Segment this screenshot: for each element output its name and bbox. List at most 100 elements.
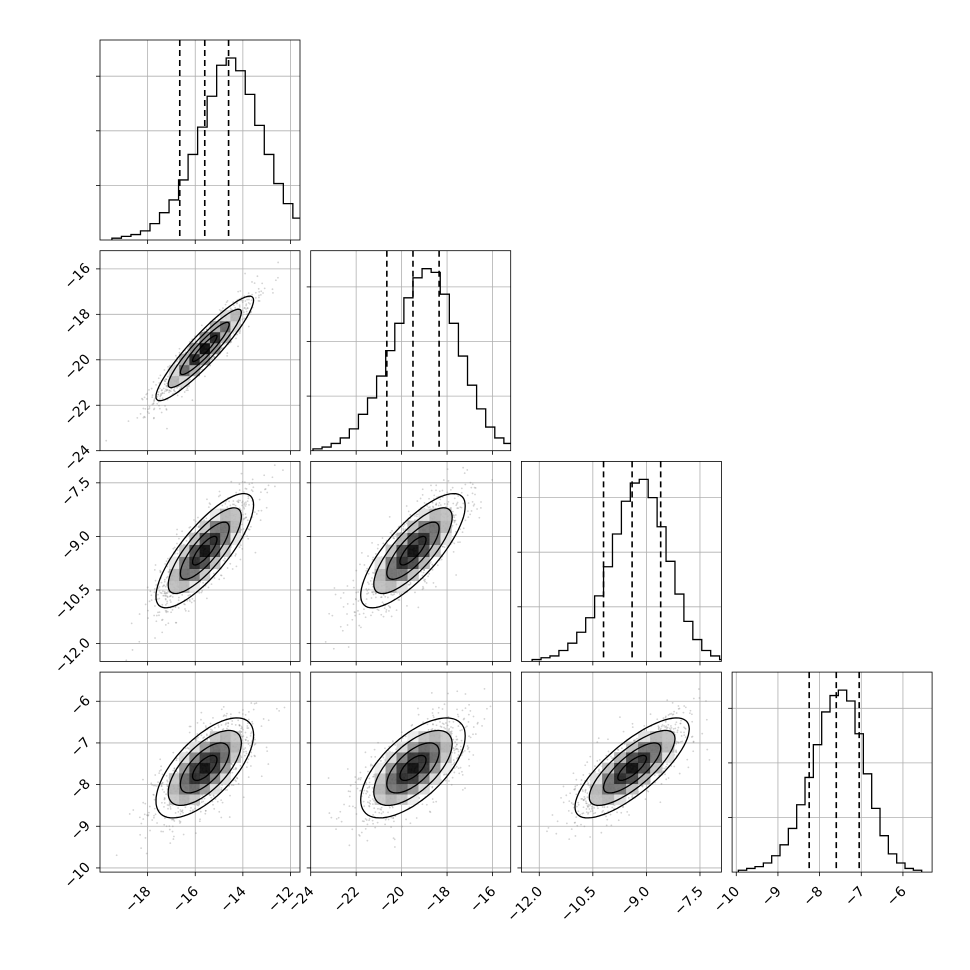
scatter-point xyxy=(360,776,362,779)
scatter-point xyxy=(193,599,196,602)
scatter-point xyxy=(250,299,253,302)
scatter-point xyxy=(440,726,443,728)
scatter-point xyxy=(173,767,176,770)
scatter-point xyxy=(235,337,237,340)
panel-frame xyxy=(310,460,512,662)
scatter-point xyxy=(164,597,167,600)
scatter-point xyxy=(160,765,163,768)
scatter-point xyxy=(213,355,216,358)
scatter-point xyxy=(471,483,474,486)
scatter-point xyxy=(259,293,262,296)
scatter-point xyxy=(263,474,266,477)
density-bin xyxy=(199,532,211,545)
panel-content xyxy=(310,672,511,873)
scatter-point xyxy=(154,813,157,816)
scatter-point xyxy=(476,508,478,510)
scatter-point xyxy=(177,810,180,813)
scatter-point xyxy=(227,722,230,724)
scatter-point xyxy=(195,739,198,742)
scatter-point xyxy=(247,743,250,745)
scatter-point xyxy=(140,822,143,825)
density-bin xyxy=(440,508,452,521)
scatter-point xyxy=(432,506,435,509)
scatter-point xyxy=(363,608,365,611)
scatter-point xyxy=(209,728,212,731)
scatter-point xyxy=(260,725,263,728)
scatter-point xyxy=(245,766,248,769)
scatter-point xyxy=(448,727,451,730)
scatter-point xyxy=(395,609,398,612)
scatter-point xyxy=(221,801,224,804)
scatter-point xyxy=(142,801,145,804)
scatter-point xyxy=(456,738,459,741)
scatter-point xyxy=(222,728,225,730)
scatter-point xyxy=(399,593,401,596)
scatter-point xyxy=(165,793,167,796)
scatter-point xyxy=(258,290,261,293)
scatter-point xyxy=(176,528,179,531)
scatter-point xyxy=(384,595,387,598)
scatter-point xyxy=(377,609,380,612)
scatter-point xyxy=(224,557,226,560)
scatter-point xyxy=(199,365,202,367)
scatter-point xyxy=(441,489,444,492)
scatter-point xyxy=(262,718,265,720)
scatter-point xyxy=(230,480,233,483)
scatter-point xyxy=(459,541,461,544)
scatter-point xyxy=(211,800,214,803)
density-bin xyxy=(209,752,221,763)
scatter-point xyxy=(222,307,224,310)
scatter-point xyxy=(368,794,371,797)
scatter-point xyxy=(225,722,227,725)
scatter-point xyxy=(153,816,155,819)
scatter-point xyxy=(446,503,449,505)
scatter-point xyxy=(224,723,227,726)
scatter-point xyxy=(395,533,397,536)
scatter-point xyxy=(469,710,472,712)
scatter-point xyxy=(470,510,473,512)
scatter-point xyxy=(452,550,455,553)
scatter-point xyxy=(267,484,270,487)
scatter-point xyxy=(187,747,190,750)
panel-content xyxy=(100,250,300,451)
scatter-point xyxy=(132,809,135,811)
scatter-point xyxy=(164,563,167,565)
scatter-point xyxy=(371,786,374,789)
scatter-point xyxy=(160,783,162,785)
scatter-point xyxy=(160,581,163,584)
scatter-point xyxy=(453,514,456,517)
scatter-point xyxy=(188,725,191,728)
scatter-point xyxy=(250,751,253,754)
scatter-point xyxy=(245,310,248,313)
scatter-point xyxy=(423,579,425,582)
scatter-point xyxy=(187,594,190,597)
scatter-point xyxy=(218,490,221,493)
scatter-point xyxy=(161,389,163,391)
scatter-point xyxy=(144,603,147,606)
scatter-point xyxy=(424,580,426,583)
scatter-point xyxy=(149,829,151,832)
density-bin xyxy=(374,580,386,593)
scatter-point xyxy=(352,603,355,606)
contour-1 xyxy=(179,742,230,794)
scatter-point xyxy=(232,784,235,787)
scatter-point xyxy=(266,750,269,752)
density-bin xyxy=(429,532,441,545)
scatter-point xyxy=(367,588,370,591)
scatter-point xyxy=(165,384,168,387)
scatter-point xyxy=(151,394,154,397)
scatter-point xyxy=(181,593,184,596)
density-bin xyxy=(385,580,397,593)
scatter-point xyxy=(352,579,355,582)
scatter-point xyxy=(181,395,183,398)
scatter-point xyxy=(184,609,187,612)
scatter-point xyxy=(144,408,147,410)
scatter-point xyxy=(234,724,237,726)
scatter-point xyxy=(225,301,228,304)
scatter-point xyxy=(249,525,252,528)
scatter-point xyxy=(186,387,189,390)
density-bin xyxy=(209,731,221,742)
scatter-point xyxy=(166,610,169,613)
panel-content xyxy=(100,672,300,873)
scatter-point xyxy=(154,579,157,582)
